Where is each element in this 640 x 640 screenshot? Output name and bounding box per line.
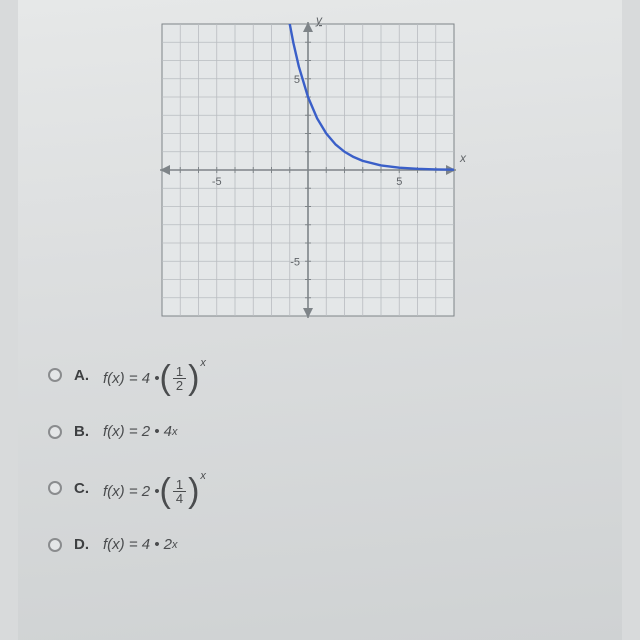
graph-container: -5 5 -5 5 x y — [148, 10, 468, 330]
option-formula: f(x) = 4 • ( 1 2 ) x — [103, 361, 206, 395]
exponential-graph: -5 5 -5 5 x y — [148, 10, 468, 330]
svg-text:5: 5 — [396, 176, 402, 188]
option-letter: B. — [74, 423, 89, 440]
option-letter: A. — [74, 367, 89, 384]
radio-icon[interactable] — [48, 368, 62, 382]
worksheet-sheet: -5 5 -5 5 x y A. f(x) = 4 • ( 1 2 ) x B. f(x)… — [18, 0, 622, 640]
option-formula: f(x) = 2 • ( 1 4 ) x — [103, 474, 206, 508]
option-c[interactable]: C. f(x) = 2 • ( 1 4 ) x — [48, 468, 608, 508]
svg-text:-5: -5 — [212, 176, 222, 188]
option-b[interactable]: B. f(x) = 2 • 4x — [48, 423, 608, 440]
option-a[interactable]: A. f(x) = 4 • ( 1 2 ) x — [48, 355, 608, 395]
svg-text:x: x — [459, 151, 467, 165]
option-letter: D. — [74, 536, 89, 553]
radio-icon[interactable] — [48, 538, 62, 552]
option-formula: f(x) = 2 • 4x — [103, 423, 178, 440]
svg-text:-5: -5 — [290, 256, 300, 268]
option-letter: C. — [74, 480, 89, 497]
svg-text:5: 5 — [294, 74, 300, 86]
option-d[interactable]: D. f(x) = 4 • 2x — [48, 536, 608, 553]
option-formula: f(x) = 4 • 2x — [103, 536, 178, 553]
svg-text:y: y — [315, 13, 323, 27]
answer-options: A. f(x) = 4 • ( 1 2 ) x B. f(x) = 2 • 4x… — [48, 355, 608, 581]
radio-icon[interactable] — [48, 481, 62, 495]
radio-icon[interactable] — [48, 425, 62, 439]
